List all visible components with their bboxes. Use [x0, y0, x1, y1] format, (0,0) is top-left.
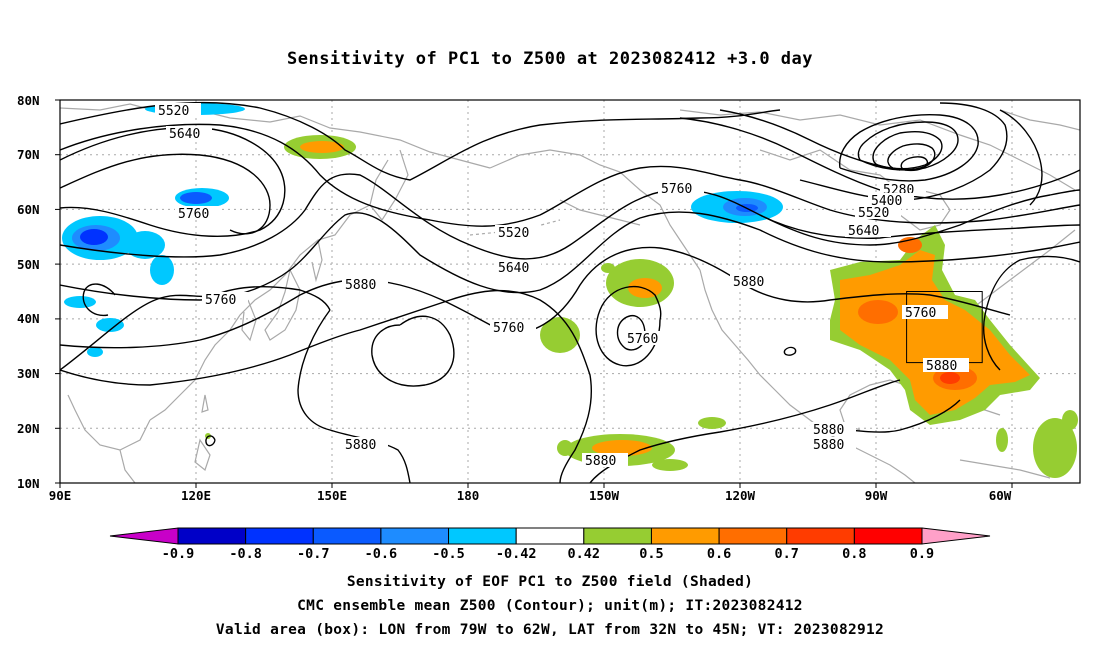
lat-label: 70N — [17, 147, 40, 162]
colorbar-min-triangle — [109, 527, 179, 545]
contour-label: 5640 — [848, 224, 879, 239]
colorbar-box — [448, 527, 517, 545]
colorbar-box — [786, 527, 855, 545]
lon-label: 120E — [181, 488, 211, 503]
lat-label: 40N — [17, 311, 40, 326]
lat-label: 80N — [17, 93, 40, 108]
lon-label: 90W — [865, 488, 888, 503]
contour-labels: 5520 5640 5760 5760 5760 5520 5640 5760 … — [155, 103, 969, 469]
colorbar-tick-label: 0.7 — [775, 546, 799, 562]
lon-label: 60W — [989, 488, 1012, 503]
grid-lines — [60, 100, 1080, 483]
colorbar-box — [853, 527, 923, 545]
contour-label: 5760 — [205, 293, 236, 308]
contour-label: 5640 — [169, 127, 200, 142]
axis-ticks — [55, 99, 1013, 488]
caption-valid-area: Valid area (box): LON from 79W to 62W, L… — [215, 622, 885, 638]
latitude-labels: 80N 70N 60N 50N 40N 30N 20N 10N — [17, 93, 40, 491]
longitude-labels: 90E 120E 150E 180 150W 120W 90W 60W — [49, 488, 1012, 503]
sensitivity-shading — [62, 103, 1078, 478]
contour-label: 5880 — [345, 278, 376, 293]
colorbar-box — [380, 527, 450, 545]
colorbar-tick-label: -0.6 — [365, 546, 398, 562]
contour-label: 5520 — [158, 104, 189, 119]
contour-label: 5760 — [178, 207, 209, 222]
colorbar-tick-label: -0.8 — [229, 546, 262, 562]
lat-label: 10N — [17, 476, 40, 491]
colorbar-max-triangle — [921, 527, 991, 545]
lon-label: 150W — [589, 488, 620, 503]
contour-label: 5880 — [345, 438, 376, 453]
contour-label: 5640 — [498, 261, 529, 276]
colorbar-tick-label: -0.5 — [432, 546, 465, 562]
colorbar-tick-label: -0.42 — [496, 546, 537, 562]
colorbar-tick-label: 0.5 — [639, 546, 663, 562]
colorbar-box — [718, 527, 788, 545]
colorbar-tick-label: 0.6 — [707, 546, 731, 562]
page-title: Sensitivity of PC1 to Z500 at 2023082412… — [286, 49, 813, 69]
colorbar-tick-label: 0.42 — [568, 546, 601, 562]
contour-label: 5880 — [926, 359, 957, 374]
contour-label: 5880 — [585, 454, 616, 469]
lat-label: 30N — [17, 366, 40, 381]
colorbar-box — [583, 527, 652, 545]
contour-label: 5760 — [905, 306, 936, 321]
coastlines — [60, 103, 1080, 483]
contour-label: 5760 — [627, 332, 658, 347]
contour-label: 5520 — [498, 226, 529, 241]
colorbar-box — [312, 527, 382, 545]
colorbar-box — [177, 527, 247, 545]
colorbar-tick-label: 0.9 — [910, 546, 934, 562]
lat-label: 20N — [17, 421, 40, 436]
contour-label: 5880 — [813, 423, 844, 438]
contour-label: 5880 — [733, 275, 764, 290]
lon-label: 150E — [317, 488, 347, 503]
colorbar-labels: -0.9 -0.8 -0.7 -0.6 -0.5 -0.42 0.42 0.5 0.6 0.7 0.… — [162, 546, 934, 562]
lon-label: 90E — [49, 488, 72, 503]
lon-label: 120W — [725, 488, 756, 503]
colorbar-tick-label: 0.8 — [842, 546, 866, 562]
lat-label: 60N — [17, 202, 40, 217]
colorbar-box — [515, 527, 585, 545]
caption-shading: Sensitivity of EOF PC1 to Z500 field (Sh… — [346, 574, 754, 590]
contour-label: 5880 — [813, 438, 844, 453]
colorbar-box — [650, 527, 720, 545]
colorbar: -0.9 -0.8 -0.7 -0.6 -0.5 -0.42 0.42 0.5 0.6 0.7 0.… — [109, 527, 991, 562]
contour-label: 5520 — [858, 206, 889, 221]
colorbar-box — [245, 527, 314, 545]
map-frame — [59, 99, 1081, 484]
colorbar-boxes — [109, 527, 991, 545]
colorbar-tick-label: -0.7 — [297, 546, 330, 562]
caption-contour: CMC ensemble mean Z500 (Contour); unit(m… — [297, 598, 803, 614]
contour-label: 5760 — [493, 321, 524, 336]
contour-label: 5760 — [661, 182, 692, 197]
lat-label: 50N — [17, 257, 40, 272]
lon-label: 180 — [457, 488, 480, 503]
colorbar-tick-label: -0.9 — [162, 546, 195, 562]
